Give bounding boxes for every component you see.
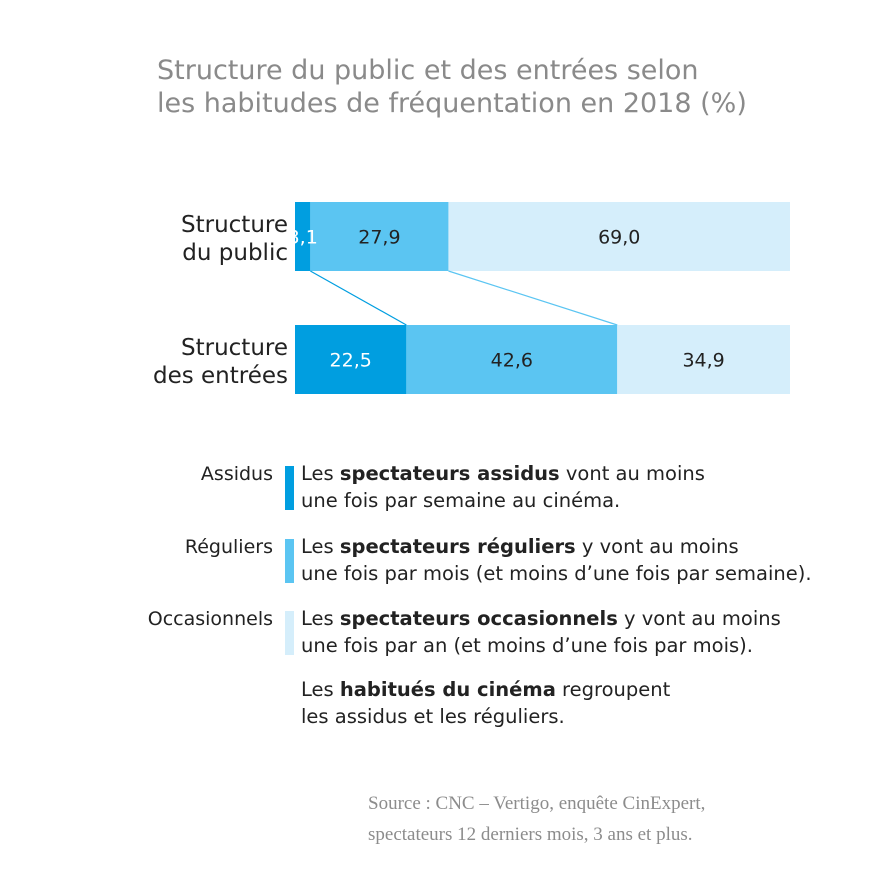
data-label-assidus-row-1: 3,1 <box>288 227 318 249</box>
legend-item-reguliers: Réguliers Les spectateurs réguliers y vo… <box>0 533 885 593</box>
bar-assidus-row-2 <box>295 325 407 394</box>
legend-name-occasionnels: Occasionnels <box>147 608 273 630</box>
category-label-row-2-line-2: des entrées <box>153 363 288 389</box>
bar-reguliers-row-2 <box>406 325 618 394</box>
data-label-reguliers-row-2: 42,6 <box>491 350 533 372</box>
legend-description-reguliers: Les spectateurs réguliers y vont au moin… <box>301 535 812 585</box>
source-note: Source : CNC – Vertigo, enquête CinExper… <box>368 788 705 850</box>
category-label-row-2-line-1: Structure <box>181 335 288 361</box>
legend-item-assidus: Assidus Les spectateurs assidus vont au … <box>0 460 885 520</box>
bar-occasionnels-row-2 <box>617 325 790 394</box>
legend-description-occasionnels: Les spectateurs occasionnels y vont au m… <box>301 607 781 657</box>
bar-assidus-row-1 <box>295 202 311 271</box>
legend-name-assidus: Assidus <box>200 463 273 485</box>
connectors-layer <box>310 270 618 326</box>
bar-occasionnels-row-1 <box>448 202 790 271</box>
data-label-assidus-row-2: 22,5 <box>330 350 372 372</box>
connector-line-2 <box>448 270 618 326</box>
data-label-occasionnels-row-2: 34,9 <box>682 350 724 372</box>
data-label-reguliers-row-1: 27,9 <box>358 227 400 249</box>
chart-title-line-1: Structure du public et des entrées selon <box>157 55 699 86</box>
data-label-occasionnels-row-1: 69,0 <box>598 227 640 249</box>
legend-swatch-occasionnels <box>285 611 294 655</box>
legend-item-occasionnels: Occasionnels Les spectateurs occasionnel… <box>0 605 885 665</box>
legend-name-reguliers: Réguliers <box>184 536 273 558</box>
connector-line-1 <box>310 270 407 326</box>
source-line-2: spectateurs 12 derniers mois, 3 ans et p… <box>368 824 693 845</box>
bar-reguliers-row-1 <box>310 202 449 271</box>
legend-swatch-reguliers <box>285 539 294 583</box>
legend-description-assidus: Les spectateurs assidus vont au moins un… <box>301 462 705 512</box>
bars-layer <box>295 202 790 394</box>
legend-swatch-assidus <box>285 466 294 510</box>
category-label-row-1-line-1: Structure <box>181 212 288 238</box>
category-label-row-1-line-2: du public <box>182 240 288 266</box>
chart-title-line-2: les habitudes de fréquentation en 2018 (… <box>157 88 747 119</box>
habitues-note: Les habitués du cinéma regroupent les as… <box>301 678 671 728</box>
source-line-1: Source : CNC – Vertigo, enquête CinExper… <box>368 793 706 814</box>
